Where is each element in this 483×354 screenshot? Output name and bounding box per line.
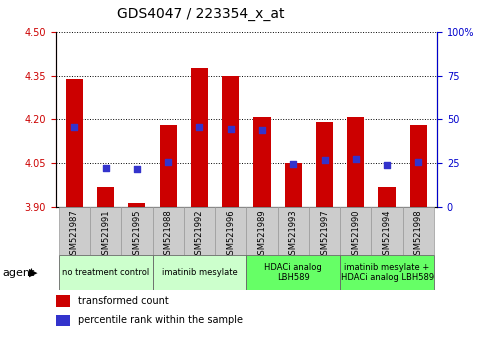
Bar [58, 255, 153, 290]
Bar [191, 68, 208, 207]
Text: no treatment control: no treatment control [62, 268, 149, 277]
Point [258, 127, 266, 132]
Bar [309, 207, 340, 255]
Bar [121, 207, 153, 255]
Text: GSM521993: GSM521993 [289, 210, 298, 260]
Text: GSM521988: GSM521988 [164, 210, 172, 260]
Bar [222, 76, 239, 207]
Bar [153, 207, 184, 255]
Text: GSM521991: GSM521991 [101, 210, 110, 260]
Bar [215, 207, 246, 255]
Bar [159, 125, 177, 207]
Text: GSM521996: GSM521996 [226, 210, 235, 260]
Bar [66, 79, 83, 207]
Point [352, 156, 360, 162]
Text: GSM521997: GSM521997 [320, 210, 329, 260]
Bar [371, 207, 403, 255]
Point [321, 158, 328, 163]
Bar [347, 116, 364, 207]
Bar [316, 122, 333, 207]
Text: imatinib mesylate: imatinib mesylate [161, 268, 237, 277]
Bar [403, 207, 434, 255]
Text: HDACi analog
LBH589: HDACi analog LBH589 [264, 263, 322, 282]
Point [133, 166, 141, 171]
Text: GSM521995: GSM521995 [132, 210, 142, 260]
Text: GSM521998: GSM521998 [414, 210, 423, 260]
Bar [97, 187, 114, 207]
Point [383, 162, 391, 168]
Bar [278, 207, 309, 255]
Bar [410, 125, 427, 207]
Bar [340, 255, 434, 290]
Text: GSM521989: GSM521989 [257, 210, 267, 260]
Point [227, 126, 235, 132]
Text: GSM521987: GSM521987 [70, 210, 79, 260]
Point [71, 124, 78, 130]
Bar [56, 295, 70, 307]
Bar [340, 207, 371, 255]
Point [196, 124, 203, 130]
Point [289, 161, 297, 167]
Bar [128, 203, 145, 207]
Point [164, 159, 172, 165]
Text: agent: agent [2, 268, 35, 278]
Text: GSM521990: GSM521990 [351, 210, 360, 260]
Text: GDS4047 / 223354_x_at: GDS4047 / 223354_x_at [117, 7, 284, 21]
Point [102, 165, 110, 171]
Bar [254, 116, 270, 207]
Point [414, 159, 422, 165]
Bar [246, 255, 340, 290]
Bar [184, 207, 215, 255]
Text: percentile rank within the sample: percentile rank within the sample [78, 315, 243, 325]
Bar [90, 207, 121, 255]
Bar [153, 255, 246, 290]
Bar [284, 163, 302, 207]
Text: GSM521994: GSM521994 [383, 210, 392, 260]
Text: transformed count: transformed count [78, 296, 169, 306]
Bar [246, 207, 278, 255]
Bar [56, 315, 70, 326]
Text: imatinib mesylate +
HDACi analog LBH589: imatinib mesylate + HDACi analog LBH589 [341, 263, 434, 282]
Bar [379, 187, 396, 207]
Text: GSM521992: GSM521992 [195, 210, 204, 260]
Bar [58, 207, 90, 255]
Text: ▶: ▶ [28, 268, 37, 278]
